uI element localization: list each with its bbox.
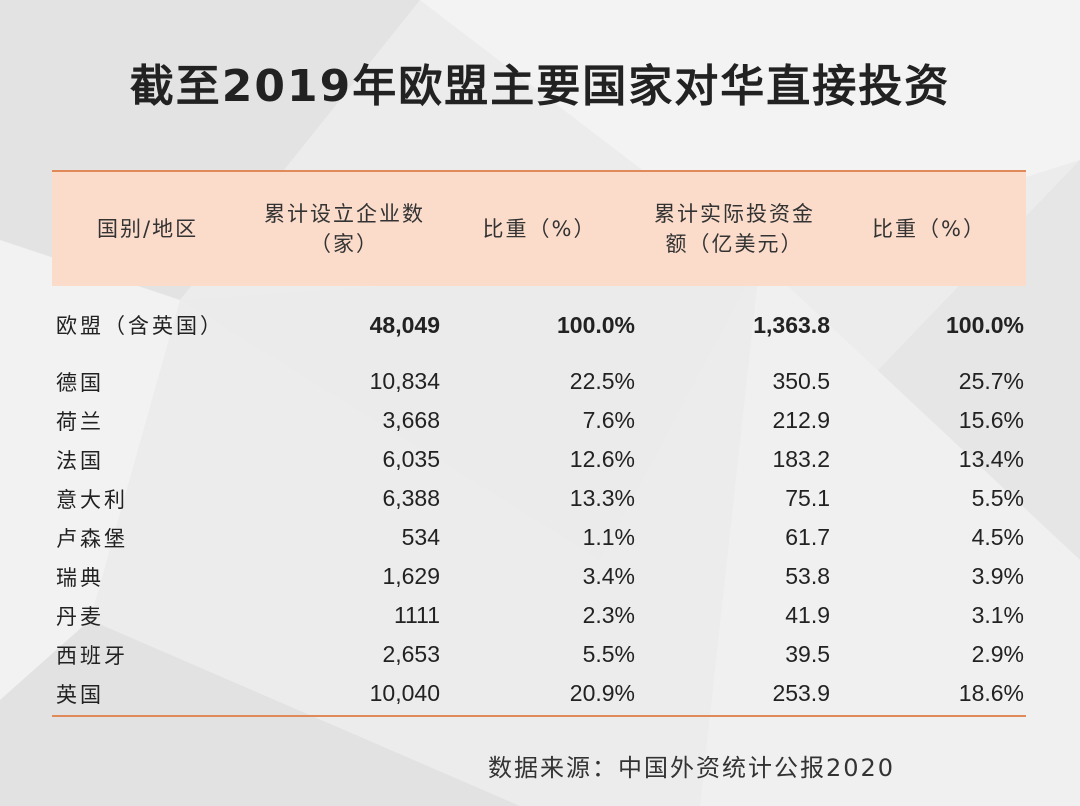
table-row: 荷兰 3,668 7.6% 212.9 15.6% [52, 401, 1026, 440]
table-body: 欧盟（含英国） 48,049 100.0% 1,363.8 100.0% 德国 … [52, 294, 1026, 713]
cell-country: 西班牙 [56, 643, 128, 668]
cell-enterprises: 10,040 [369, 680, 440, 706]
cell-country: 德国 [56, 370, 104, 395]
table-row: 法国 6,035 12.6% 183.2 13.4% [52, 440, 1026, 479]
cell-investment: 41.9 [785, 602, 830, 628]
cell-investment: 212.9 [772, 407, 830, 433]
cell-enterprises: 1,629 [382, 563, 440, 589]
cell-share1: 5.5% [582, 641, 635, 667]
table-row: 卢森堡 534 1.1% 61.7 4.5% [52, 518, 1026, 557]
table-row: 西班牙 2,653 5.5% 39.5 2.9% [52, 635, 1026, 674]
cell-share2: 4.5% [971, 524, 1024, 550]
cell-country: 法国 [56, 448, 104, 473]
cell-share2: 100.0% [945, 311, 1024, 338]
cell-share1: 20.9% [569, 680, 635, 706]
cell-share2: 5.5% [971, 485, 1024, 511]
cell-share1: 3.4% [582, 563, 635, 589]
cell-investment: 61.7 [785, 524, 830, 550]
table-row: 瑞典 1,629 3.4% 53.8 3.9% [52, 557, 1026, 596]
cell-country: 荷兰 [56, 409, 104, 434]
cell-share2: 3.9% [971, 563, 1024, 589]
header-country: 国别/地区 [97, 217, 199, 241]
cell-share2: 3.1% [971, 602, 1024, 628]
cell-country: 卢森堡 [56, 526, 128, 551]
cell-investment: 1,363.8 [753, 311, 830, 338]
header-share1: 比重（%） [482, 217, 597, 241]
cell-enterprises: 48,049 [369, 311, 440, 338]
table-row: 意大利 6,388 13.3% 75.1 5.5% [52, 479, 1026, 518]
header-investment: 累计实际投资金 额（亿美元） [637, 199, 832, 259]
cell-share1: 12.6% [569, 446, 635, 472]
header-share2: 比重（%） [872, 217, 986, 241]
cell-share1: 13.3% [569, 485, 635, 511]
cell-share1: 1.1% [582, 524, 635, 550]
cell-share1: 22.5% [569, 368, 635, 394]
cell-investment: 75.1 [785, 485, 830, 511]
table-bottom-rule [52, 715, 1026, 717]
cell-investment: 253.9 [772, 680, 830, 706]
header-investment-line2: 额（亿美元） [665, 232, 804, 256]
investment-table: 国别/地区 累计设立企业数 （家） 比重（%） 累计实际投资金 额（亿美元） 比… [52, 170, 1026, 717]
cell-country: 丹麦 [56, 604, 104, 629]
cell-country: 意大利 [56, 487, 128, 512]
cell-country: 欧盟（含英国） [56, 314, 224, 338]
cell-enterprises: 6,388 [382, 485, 440, 511]
cell-share1: 100.0% [556, 311, 635, 338]
cell-enterprises: 10,834 [369, 368, 440, 394]
cell-enterprises: 3,668 [382, 407, 440, 433]
header-enterprises-line2: （家） [310, 232, 379, 256]
table-row: 丹麦 1111 2.3% 41.9 3.1% [52, 596, 1026, 635]
header-enterprises: 累计设立企业数 （家） [247, 199, 442, 259]
cell-share2: 2.9% [971, 641, 1024, 667]
cell-share2: 18.6% [958, 680, 1024, 706]
cell-share1: 2.3% [582, 602, 635, 628]
cell-country: 英国 [56, 682, 104, 707]
cell-share2: 25.7% [958, 368, 1024, 394]
table-row: 德国 10,834 22.5% 350.5 25.7% [52, 362, 1026, 401]
cell-investment: 183.2 [772, 446, 830, 472]
cell-enterprises: 1111 [393, 602, 440, 628]
cell-country: 瑞典 [56, 565, 104, 590]
cell-investment: 350.5 [772, 368, 830, 394]
cell-enterprises: 6,035 [382, 446, 440, 472]
cell-share1: 7.6% [582, 407, 635, 433]
table-row-total: 欧盟（含英国） 48,049 100.0% 1,363.8 100.0% [52, 294, 1026, 356]
table-row: 英国 10,040 20.9% 253.9 18.6% [52, 674, 1026, 713]
cell-share2: 13.4% [958, 446, 1024, 472]
page-title: 截至2019年欧盟主要国家对华直接投资 [129, 61, 951, 112]
cell-enterprises: 2,653 [382, 641, 440, 667]
table-header: 国别/地区 累计设立企业数 （家） 比重（%） 累计实际投资金 额（亿美元） 比… [52, 170, 1026, 286]
header-enterprises-line1: 累计设立企业数 [264, 202, 425, 226]
cell-share2: 15.6% [958, 407, 1024, 433]
cell-enterprises: 534 [401, 524, 440, 550]
cell-investment: 39.5 [785, 641, 830, 667]
source-note: 数据来源：中国外资统计公报2020 [488, 754, 896, 782]
cell-investment: 53.8 [785, 563, 830, 589]
header-investment-line1: 累计实际投资金 [654, 202, 815, 226]
